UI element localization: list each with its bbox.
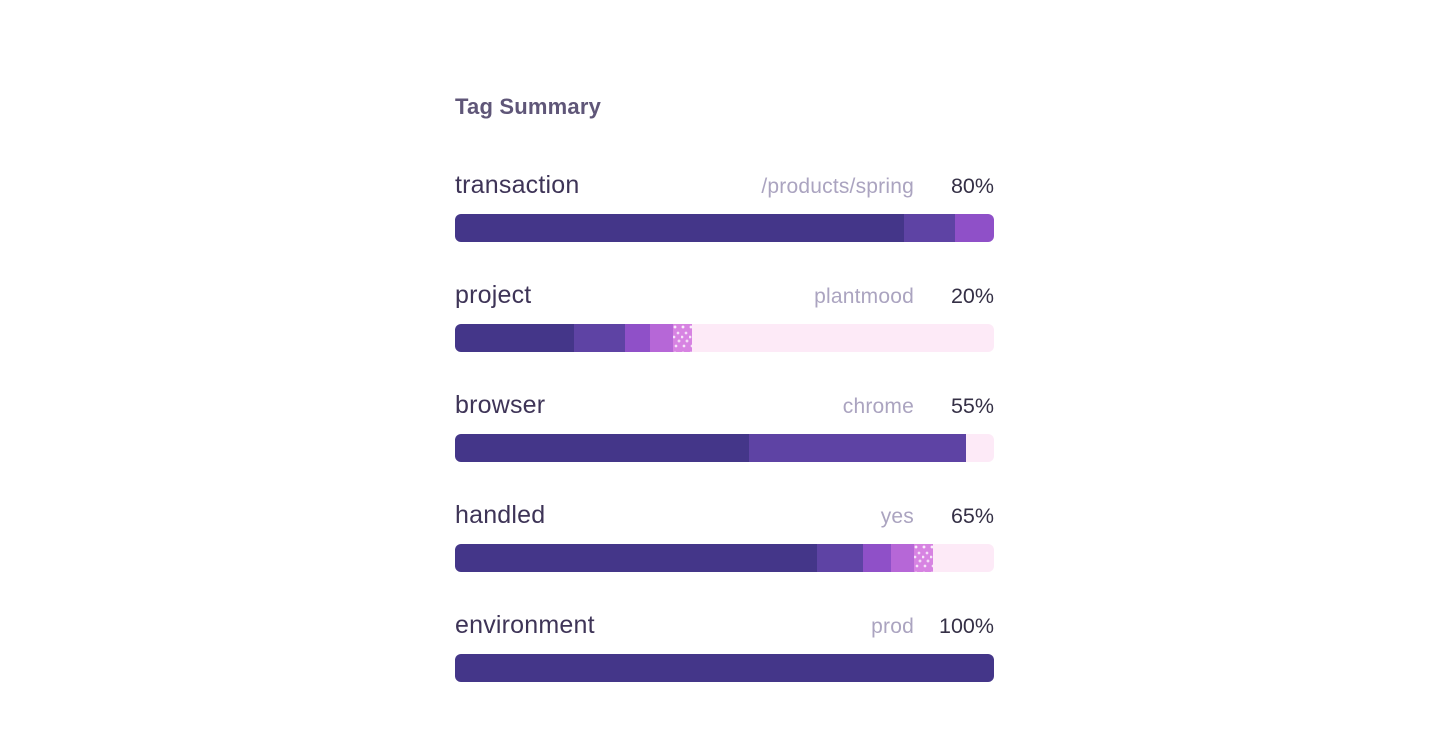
tag-percent-value: 65% — [950, 504, 994, 528]
tag-top-value: chrome — [842, 395, 914, 418]
tag-row: environment prod 100% — [455, 609, 994, 682]
bar-segment — [455, 544, 817, 572]
bar-segment — [748, 434, 966, 462]
tag-distribution-bar — [455, 434, 994, 462]
tag-top-value: prod — [871, 615, 914, 638]
tag-top-value: plantmood — [814, 285, 914, 308]
tag-row-header: handled yes 65% — [455, 499, 994, 533]
tag-name-label: transaction — [455, 171, 580, 199]
tag-name-label: environment — [455, 611, 595, 639]
tag-row-header: transaction /products/spring 80% — [455, 169, 994, 203]
tag-rows-container: transaction /products/spring 80% project… — [455, 169, 994, 682]
tag-percent-value: 20% — [950, 284, 994, 308]
bar-segment — [903, 214, 956, 242]
bar-segment — [455, 434, 749, 462]
tag-row: project plantmood 20% — [455, 279, 994, 352]
tag-row-header: browser chrome 55% — [455, 389, 994, 423]
bar-segment — [816, 544, 863, 572]
tag-percent-value: 80% — [950, 174, 994, 198]
bar-segment — [455, 214, 904, 242]
tag-percent-value: 100% — [939, 614, 994, 638]
tag-top-value: /products/spring — [761, 175, 914, 198]
tag-row-header: environment prod 100% — [455, 609, 994, 643]
bar-segment — [863, 544, 892, 572]
tag-row-header: project plantmood 20% — [455, 279, 994, 313]
bar-segment — [691, 324, 994, 352]
bar-segment — [965, 434, 994, 462]
bar-segment — [574, 324, 626, 352]
bar-segment — [455, 654, 994, 682]
tag-top-value: yes — [880, 505, 914, 528]
bar-segment — [649, 324, 673, 352]
panel-title: Tag Summary — [455, 94, 602, 119]
tag-name-label: handled — [455, 501, 546, 529]
bar-segment — [891, 544, 915, 572]
bar-segment — [625, 324, 650, 352]
tag-distribution-bar — [455, 544, 994, 572]
bar-segment — [955, 214, 994, 242]
tag-distribution-bar — [455, 214, 994, 242]
tag-row: handled yes 65% — [455, 499, 994, 572]
tag-summary-panel: Tag Summary transaction /products/spring… — [455, 93, 994, 719]
tag-name-label: browser — [455, 391, 546, 419]
tag-percent-value: 55% — [950, 394, 994, 418]
bar-segment — [672, 324, 692, 352]
tag-distribution-bar — [455, 654, 994, 682]
bar-segment — [933, 544, 994, 572]
bar-segment — [914, 544, 934, 572]
tag-distribution-bar — [455, 324, 994, 352]
tag-name-label: project — [455, 281, 532, 309]
bar-segment — [455, 324, 575, 352]
tag-row: browser chrome 55% — [455, 389, 994, 462]
tag-row: transaction /products/spring 80% — [455, 169, 994, 242]
